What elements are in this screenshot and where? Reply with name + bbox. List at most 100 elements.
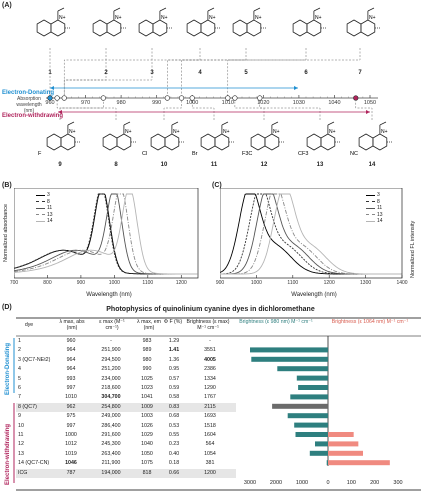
scale-tick-label: 970 [80, 100, 91, 106]
quinolinium-structure: N+ [92, 7, 127, 37]
scale-tick-label: 1020 [257, 100, 270, 106]
quinolinium-structure: N+ [36, 7, 71, 37]
svg-text:N+: N+ [209, 15, 216, 21]
table-cell: 11 [18, 432, 24, 438]
svg-text:Cl: Cl [142, 151, 147, 157]
panel-b-label: (B) [2, 182, 12, 189]
bar-980nm [294, 422, 328, 428]
scale-tick-label: 960 [45, 100, 55, 106]
scale-tick-label: 1000 [186, 100, 199, 106]
absorbance-chart [14, 188, 199, 279]
table-cell: 1009 [141, 403, 153, 410]
table-cell: 989 [142, 347, 152, 354]
table-cell: 1019 [65, 450, 77, 457]
table-cell: 1693 [204, 413, 216, 420]
header-em: λ max, em (nm) [137, 319, 161, 331]
table-cell: 0.59 [168, 385, 180, 391]
table-cell: 4 [18, 366, 21, 373]
spectrum-tick-label: 1400 [396, 280, 408, 286]
absorption-marker [178, 95, 185, 101]
structure-number: 8 [114, 162, 118, 168]
quinolinium-structure: N+ NC [350, 121, 393, 157]
table-cell: 993 [66, 375, 76, 382]
table-cell: 9 [18, 413, 21, 420]
absorption-marker [232, 95, 238, 101]
table-cell: 1029 [141, 432, 153, 438]
table-cell: 254,800 [101, 403, 121, 410]
table-cell: 1 [18, 338, 21, 344]
table-cell: 0.66 [168, 469, 180, 476]
table-cell: 0.57 [168, 375, 180, 382]
table-cell: 1767 [204, 394, 216, 401]
bar-980nm [290, 394, 328, 400]
quinolinium-structure: N+ Cl [142, 121, 185, 157]
table-cell: ICG [18, 469, 28, 476]
table-cell: 245,300 [101, 441, 121, 448]
quinolinium-structure: N+ [138, 7, 173, 37]
svg-text:F3C: F3C [242, 151, 252, 157]
table-cell: 7 [18, 394, 21, 401]
bar-980nm [298, 385, 328, 390]
svg-text:N+: N+ [115, 15, 122, 21]
table-cell: 1518 [204, 422, 216, 429]
table-cell: 1010 [65, 394, 77, 401]
spectrum-tick-label: 1100 [142, 280, 154, 286]
spectrum-tick-label: 1000 [250, 280, 262, 286]
panel-c-label: (C) [212, 182, 222, 189]
table-cell: 997 [66, 385, 76, 391]
absorption-marker [353, 95, 359, 101]
spectrum-series [14, 193, 198, 275]
structure-number: 13 [316, 162, 324, 168]
legend-entry: 11 [366, 205, 383, 212]
table-cell: 249,000 [101, 413, 121, 420]
absorption-marker [189, 95, 195, 101]
table-cell: - [209, 338, 211, 344]
table-cell: 1334 [204, 375, 216, 382]
table-cell: 0.40 [168, 450, 180, 457]
bar-axis-label: 3000 [243, 480, 257, 486]
svg-text:N+: N+ [125, 129, 132, 135]
spectrum-tick-label: 1000 [108, 280, 120, 286]
structure-number: 6 [304, 70, 308, 76]
table-cell: 3 (QC7-NEt2) [18, 356, 51, 363]
legend-entry: 3 [36, 192, 53, 199]
table-cell: 0.18 [168, 460, 180, 467]
table-cell: 2 [18, 347, 21, 354]
bar-980nm [315, 441, 328, 447]
table-cell: 218,600 [101, 385, 121, 391]
absorption-marker [54, 95, 60, 101]
legend-entry: 8 [36, 199, 53, 206]
table-cell: 983 [142, 338, 152, 344]
svg-text:N+: N+ [273, 129, 280, 135]
svg-text:N+: N+ [161, 15, 168, 21]
bar-980nm [287, 413, 328, 419]
scale-tick-label: 1010 [221, 100, 234, 106]
header-brightness-max: Brightness (ε max) M⁻¹ cm⁻¹ [186, 319, 230, 331]
spectrum-tick-label: 900 [76, 280, 86, 286]
table-cell: 294,500 [101, 356, 121, 363]
bar-1064nm [328, 450, 363, 456]
quinolinium-structure: N+ [232, 7, 267, 37]
quinolinium-structure: N+ CF3 [298, 121, 341, 157]
panel-a-label: (A) [2, 2, 12, 9]
highlight-band [16, 468, 236, 478]
table-cell: 14 (QC7-CN) [18, 460, 50, 467]
quinolinium-structure: N+ [346, 7, 381, 37]
absorption-marker [225, 95, 231, 101]
table-cell: - [110, 338, 112, 344]
table-cell: 13 [18, 450, 24, 457]
table-cell: 1604 [204, 432, 216, 438]
table-cell: 211,900 [101, 460, 121, 467]
svg-text:Br: Br [192, 151, 198, 157]
panel-d-label: (D) [2, 304, 12, 311]
table-cell: 1041 [141, 394, 153, 401]
legend-entry: 11 [36, 205, 53, 212]
highlight-band [16, 402, 236, 413]
table-cell: 1200 [204, 469, 216, 476]
structure-number: 9 [58, 162, 62, 168]
header-dye: dye [24, 322, 34, 328]
table-cell: 2386 [204, 366, 216, 373]
table-cell: 564 [205, 441, 215, 448]
svg-text:N+: N+ [315, 15, 322, 21]
table-cell: 286,400 [101, 422, 121, 429]
